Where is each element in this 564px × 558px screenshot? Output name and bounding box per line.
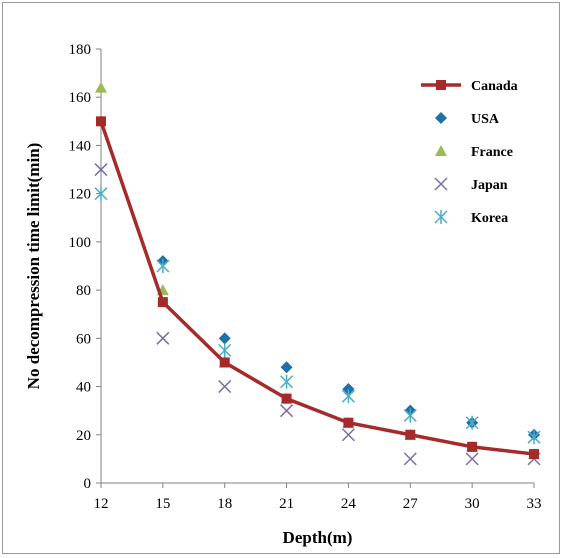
y-tick-label: 40 (76, 380, 91, 396)
y-tick-label: 20 (76, 428, 91, 444)
point-japan (94, 163, 108, 177)
x-tick-label: 15 (155, 496, 170, 512)
legend-label-korea: Korea (471, 211, 508, 226)
legend-label-france: France (471, 145, 513, 160)
chart-frame: 0 20 40 60 80 100 120 140 160 180 12 15 18 21 24 27 30 33… (2, 2, 560, 554)
x-tick-label: 12 (94, 496, 109, 512)
point-korea (218, 343, 232, 358)
series-marks (94, 81, 541, 466)
legend-marker-japan (434, 177, 448, 191)
x-axis-title: Depth(m) (283, 528, 353, 547)
point-japan (218, 380, 232, 394)
y-tick-label: 180 (69, 42, 92, 58)
legend: Canada USA France Japan Korea (421, 79, 518, 226)
y-tick-label: 0 (84, 476, 92, 492)
point-canada (529, 449, 539, 460)
y-axis-title: No decompression time limit(min) (24, 143, 43, 390)
x-tick-label: 30 (465, 496, 480, 512)
legend-entry-france: France (435, 145, 513, 160)
legend-entry-usa: USA (435, 112, 500, 127)
x-tick-label: 27 (403, 496, 419, 512)
y-tick-label: 100 (69, 235, 92, 251)
point-usa (342, 382, 355, 395)
x-tick-label: 21 (279, 496, 294, 512)
point-canada (281, 393, 292, 404)
point-korea (280, 374, 294, 389)
point-japan (341, 428, 355, 442)
y-tick-label: 60 (76, 331, 91, 347)
point-canada (343, 417, 354, 428)
point-canada (96, 116, 106, 127)
point-korea (94, 186, 108, 201)
legend-label-japan: Japan (471, 178, 508, 193)
point-korea (341, 389, 355, 404)
legend-marker-canada (436, 80, 446, 90)
legend-entry-korea: Korea (434, 210, 508, 226)
x-tick-label: 24 (341, 496, 357, 512)
axes: 0 20 40 60 80 100 120 140 160 180 12 15 18 21 24 27 30 33… (24, 42, 542, 547)
point-usa (218, 332, 231, 345)
legend-marker-france (435, 145, 447, 156)
point-japan (280, 404, 294, 418)
point-korea (465, 415, 479, 430)
point-canada (405, 429, 416, 440)
y-tick-label: 120 (69, 187, 92, 203)
point-canada (467, 441, 478, 452)
y-tick-label: 160 (69, 90, 92, 106)
legend-entry-canada: Canada (421, 79, 518, 94)
point-usa (280, 361, 293, 374)
point-korea (403, 408, 417, 423)
point-canada (157, 297, 168, 308)
decompression-limit-chart: 0 20 40 60 80 100 120 140 160 180 12 15 18 21 24 27 30 33… (24, 42, 542, 547)
point-japan (403, 452, 417, 466)
y-tick-label: 80 (76, 283, 91, 299)
legend-label-usa: USA (471, 112, 500, 127)
point-france (95, 81, 107, 93)
point-canada (219, 357, 230, 368)
x-tick-label: 33 (527, 496, 542, 512)
point-korea (156, 259, 170, 273)
x-tick-label: 18 (217, 496, 232, 512)
series-line-canada (99, 120, 535, 456)
legend-marker-korea (434, 210, 448, 224)
point-korea (527, 430, 541, 445)
legend-marker-usa (435, 112, 447, 124)
point-japan (156, 331, 170, 345)
legend-label-canada: Canada (471, 79, 518, 94)
point-japan (465, 452, 479, 466)
y-tick-label: 140 (69, 138, 92, 154)
legend-entry-japan: Japan (434, 177, 508, 193)
